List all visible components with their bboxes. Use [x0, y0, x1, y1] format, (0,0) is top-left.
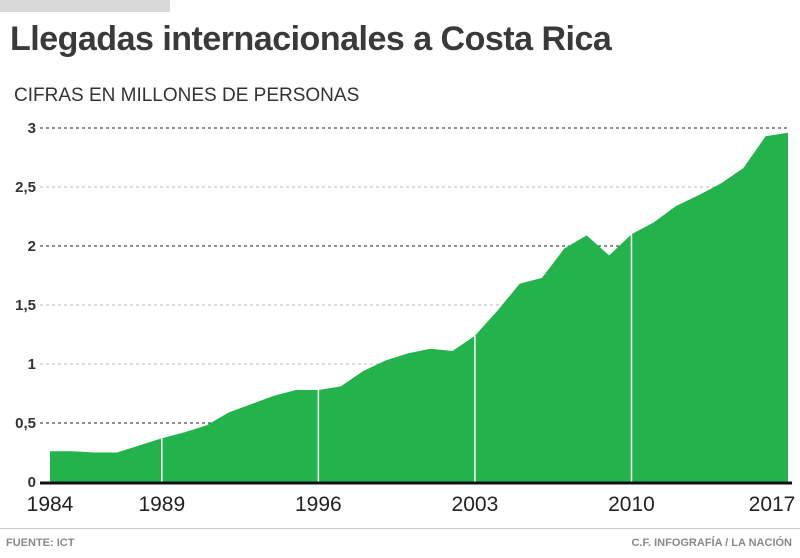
y-tick-label: 3 — [28, 120, 36, 137]
y-tick-label: 2,5 — [15, 179, 36, 196]
chart-subtitle: CIFRAS EN MILLONES DE PERSONAS — [14, 85, 360, 106]
y-tick-label: 1 — [28, 356, 36, 373]
x-tick-label: 2003 — [452, 493, 499, 516]
credit-label: C.F. INFOGRAFÍA / LA NACIÓN — [631, 537, 792, 549]
x-tick-label: 1996 — [295, 493, 342, 516]
y-tick-label: 2 — [28, 238, 36, 255]
y-tick-label: 1,5 — [15, 297, 36, 314]
footer-divider — [0, 528, 800, 529]
y-tick-label: 0 — [28, 474, 36, 491]
top-accent-bar — [0, 0, 170, 12]
chart-title: Llegadas internacionales a Costa Rica — [10, 20, 612, 58]
y-tick-label: 0,5 — [15, 415, 36, 432]
x-tick-label: 1989 — [138, 493, 185, 516]
x-tick-label: 2017 — [749, 493, 796, 516]
area-series — [50, 132, 788, 482]
x-tick-label: 2010 — [608, 493, 655, 516]
source-label: FUENTE: ICT — [6, 537, 75, 549]
x-tick-label: 1984 — [27, 493, 74, 516]
